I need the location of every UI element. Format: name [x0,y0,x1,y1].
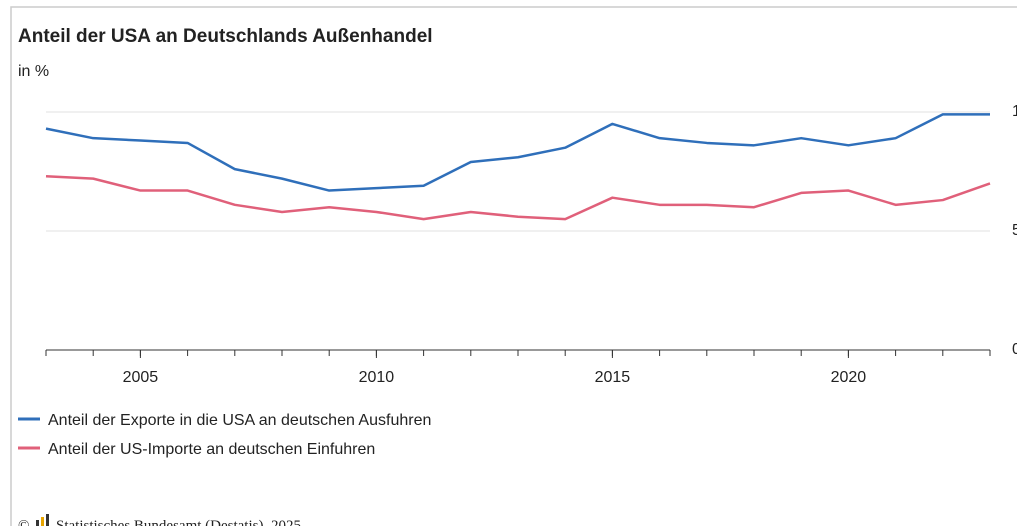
x-tick-label: 2015 [595,369,631,386]
y-tick-label: 10 [1012,103,1017,120]
chart-subtitle: in % [18,63,49,80]
series-line [45,113,990,192]
x-tick-label: 2010 [359,369,395,386]
chart-title: Anteil der USA an Deutschlands Außenhand… [18,26,433,47]
logo-bar [46,514,49,526]
copyright: © [18,518,29,526]
frame [10,6,1017,526]
x-tick-label: 2005 [123,369,159,386]
legend-label: Anteil der US-Importe an deutschen Einfu… [48,441,375,458]
logo-bar [41,517,44,526]
y-tick-label: 0 [1012,341,1017,358]
x-tick-label: 2020 [831,369,867,386]
source-logo: © [18,514,49,526]
y-tick-label: 5 [1012,222,1017,239]
series-line [45,175,991,221]
logo-bar [36,520,39,526]
source: Statistisches Bundesamt (Destatis), 2025 [56,518,301,526]
legend-label: Anteil der Exporte in die USA an deutsch… [48,412,431,429]
